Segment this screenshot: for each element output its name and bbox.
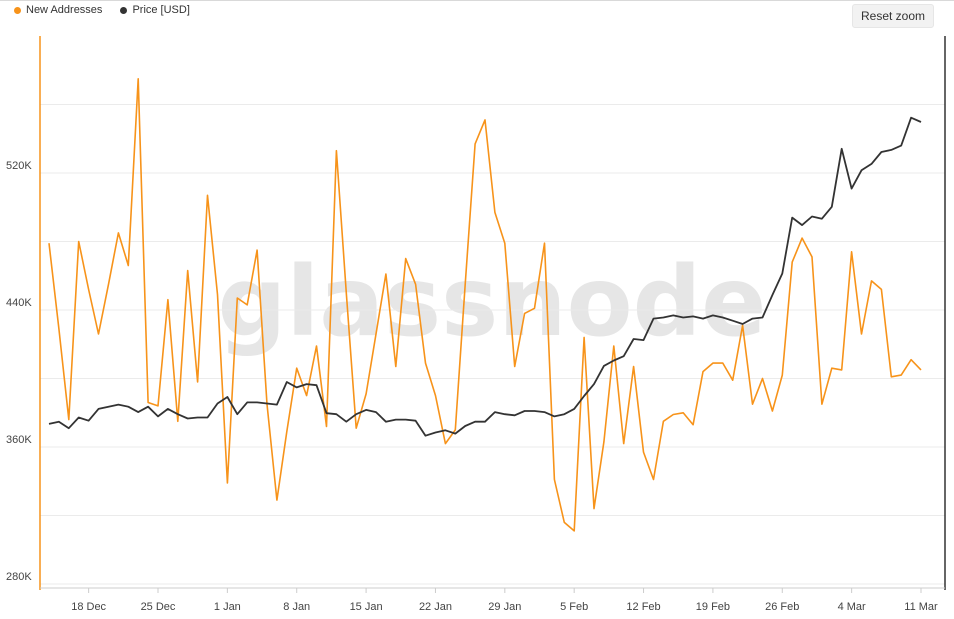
- legend-item-new-addresses[interactable]: New Addresses: [14, 4, 102, 16]
- series-group: [48, 78, 922, 532]
- new-addresses-dot-icon: [14, 6, 21, 14]
- legend-label-price: Price [USD]: [132, 4, 190, 16]
- x-axis-labels: 18 Dec 25 Dec 1 Jan 8 Jan 15 Jan 22 Jan 29 Jan…: [71, 588, 938, 613]
- x-tick-label: 18 Dec: [71, 601, 106, 613]
- reset-zoom-button[interactable]: Reset zoom: [852, 4, 934, 28]
- legend-label-new-addresses: New Addresses: [26, 4, 103, 16]
- gridlines: [40, 104, 945, 585]
- x-tick-label: 22 Jan: [419, 601, 452, 613]
- legend: New Addresses Price [USD]: [14, 4, 190, 16]
- x-tick-label: 15 Jan: [350, 601, 383, 613]
- x-tick-label: 26 Feb: [765, 601, 799, 613]
- x-tick-label: 1 Jan: [214, 601, 241, 613]
- x-tick-label: 12 Feb: [626, 601, 660, 613]
- x-tick-label: 19 Feb: [696, 601, 730, 613]
- y-tick-label: 440K: [6, 297, 32, 309]
- y-tick-label: 280K: [6, 571, 32, 583]
- watermark: glassnode: [218, 246, 767, 358]
- y-tick-label: 520K: [6, 160, 32, 172]
- x-tick-label: 4 Mar: [838, 601, 866, 613]
- series-line-price-usd[interactable]: [48, 116, 922, 437]
- x-tick-label: 8 Jan: [283, 601, 310, 613]
- y-tick-label: 360K: [6, 434, 32, 446]
- series-line-new-addresses[interactable]: [48, 78, 922, 532]
- legend-item-price[interactable]: Price [USD]: [120, 4, 190, 16]
- y-axis-labels: 280K 360K 440K 520K: [6, 160, 32, 583]
- x-tick-label: 11 Mar: [904, 601, 938, 613]
- top-border: [0, 0, 954, 1]
- x-tick-label: 5 Feb: [560, 601, 588, 613]
- x-tick-label: 29 Jan: [488, 601, 521, 613]
- x-tick-label: 25 Dec: [141, 601, 176, 613]
- price-dot-icon: [120, 6, 128, 14]
